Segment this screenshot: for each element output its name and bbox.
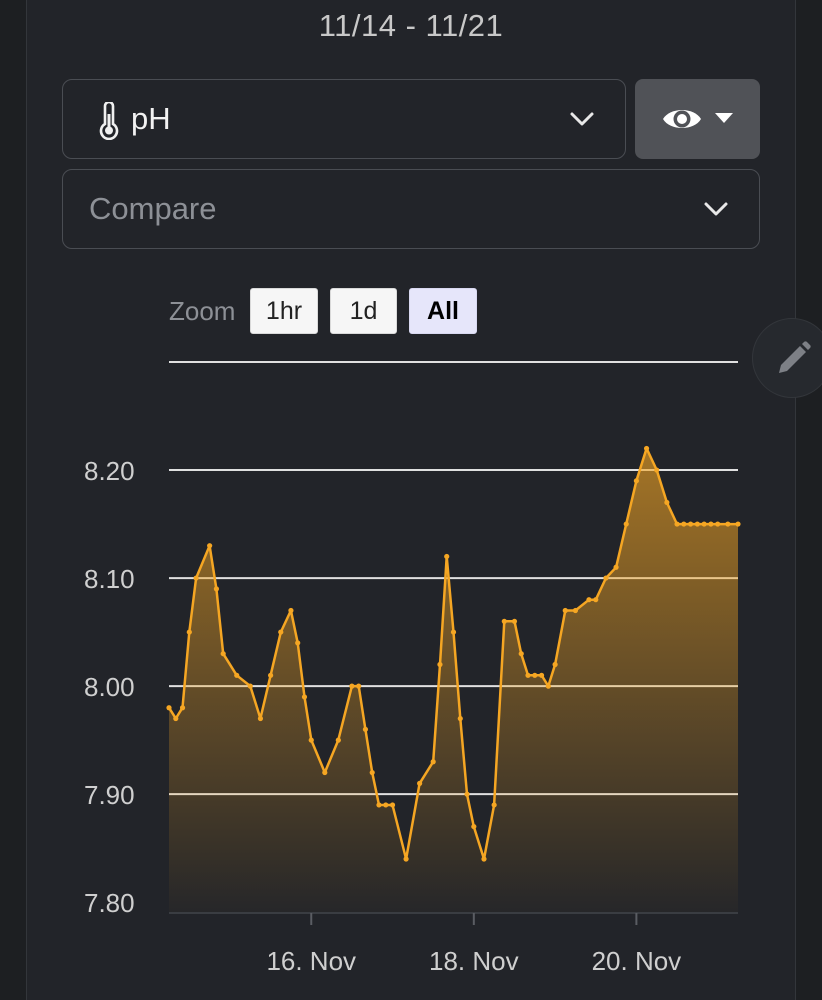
metric-select-value: pH: [131, 101, 171, 136]
view-options-button[interactable]: [635, 79, 760, 159]
compare-select-placeholder: Compare: [89, 191, 217, 226]
pencil-icon: [779, 341, 811, 373]
compare-select[interactable]: Compare: [62, 169, 760, 249]
zoom-1hr-button[interactable]: 1hr: [250, 288, 318, 334]
zoom-label: Zoom: [169, 296, 236, 326]
chevron-down-icon: [704, 202, 728, 216]
chevron-down-icon: [570, 112, 594, 126]
metric-select[interactable]: pH: [62, 79, 626, 159]
caret-down-icon: [715, 113, 733, 123]
edit-button[interactable]: [752, 318, 822, 398]
eye-icon: [663, 110, 701, 128]
zoom-all-button[interactable]: All: [409, 288, 477, 334]
zoom-1d-button[interactable]: 1d: [330, 288, 397, 334]
date-range-label: 11/14 - 11/21: [318, 8, 504, 43]
thermometer-icon: [99, 102, 119, 140]
